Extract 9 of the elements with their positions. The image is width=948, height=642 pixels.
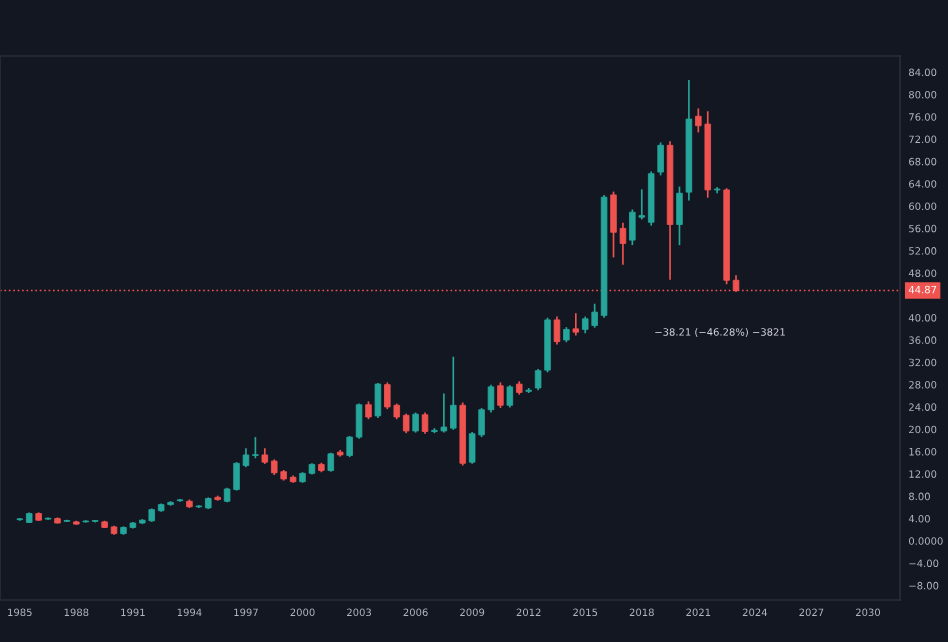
candlestick (421, 411, 429, 435)
candlestick (676, 185, 683, 246)
candlestick (497, 381, 504, 409)
candlestick (553, 315, 561, 346)
candlestick (506, 384, 514, 409)
candlestick (412, 411, 419, 434)
candlestick (657, 141, 664, 177)
candlestick (572, 312, 580, 337)
candlestick (374, 382, 382, 419)
